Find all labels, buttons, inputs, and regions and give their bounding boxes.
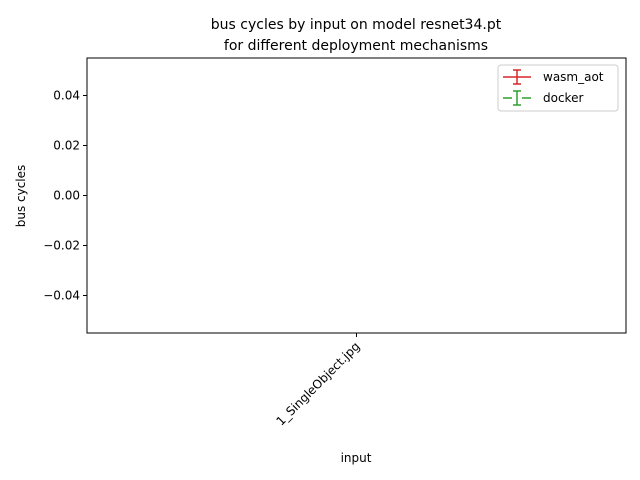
y-tick-label: 0.02 xyxy=(53,139,80,153)
y-tick-label: 0.04 xyxy=(53,89,80,103)
x-tick-label: 1_SingleObject.jpg xyxy=(274,339,363,428)
x-axis-ticks: 1_SingleObject.jpg xyxy=(274,333,363,428)
legend-label: wasm_aot xyxy=(543,70,604,84)
chart-title-line-2: for different deployment mechanisms xyxy=(224,38,488,54)
plot-area-frame xyxy=(86,57,627,334)
y-tick-label: −0.02 xyxy=(43,239,80,253)
y-axis-label: bus cycles xyxy=(14,165,28,228)
chart-title-line-1: bus cycles by input on model resnet34.pt xyxy=(211,17,502,33)
legend-item-docker: docker xyxy=(503,90,583,106)
x-axis-label: input xyxy=(341,451,372,465)
y-tick-label: 0.00 xyxy=(53,189,80,203)
legend-item-wasm_aot: wasm_aot xyxy=(503,69,604,85)
y-axis-ticks: −0.04 −0.02 0.00 0.02 0.04 xyxy=(43,89,87,303)
legend-label: docker xyxy=(543,91,583,105)
y-tick-label: −0.04 xyxy=(43,289,80,303)
